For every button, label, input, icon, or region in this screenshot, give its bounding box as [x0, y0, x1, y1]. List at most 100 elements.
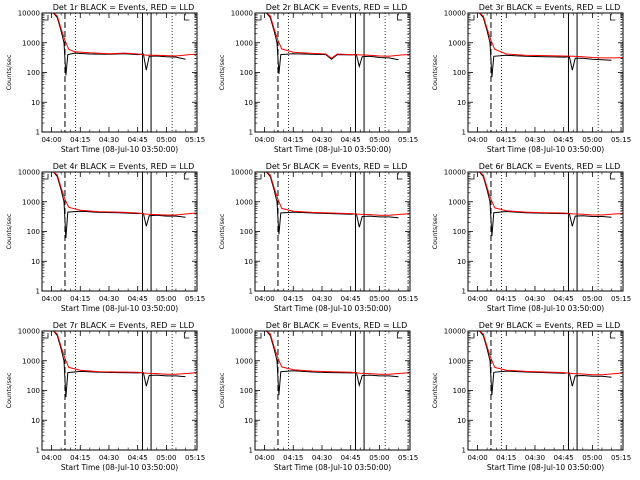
series-lld [42, 13, 197, 57]
y-tick-label: 1 [249, 129, 253, 137]
series-lld [255, 331, 410, 375]
panel-title: Det 9r BLACK = Events, RED = LLD [479, 321, 621, 330]
y-tick-label: 100 [453, 69, 466, 77]
y-axis-label: Counts/sec [431, 213, 439, 249]
y-tick-label: 1000 [235, 39, 253, 47]
series-lld [468, 331, 623, 376]
corner-marker [183, 173, 190, 180]
x-axis-label: Start Time (08-Jul-10 03:50:00) [274, 304, 391, 313]
x-tick-label: 05:15 [398, 454, 418, 462]
y-tick-label: 1 [462, 129, 466, 137]
series-lld [255, 13, 410, 59]
plot-area [468, 13, 623, 132]
x-tick-label: 05:00 [156, 295, 176, 303]
x-tick-label: 04:00 [467, 136, 487, 144]
x-axis-label: Start Time (08-Jul-10 03:50:00) [487, 304, 604, 313]
x-tick-label: 04:00 [41, 295, 61, 303]
panel-title: Det 5r BLACK = Events, RED = LLD [266, 162, 408, 171]
x-tick-label: 05:00 [156, 136, 176, 144]
plot-area [255, 13, 410, 132]
x-tick-label: 04:00 [254, 295, 274, 303]
y-axis-label: Counts/sec [5, 213, 13, 249]
y-axis-label: Counts/sec [431, 54, 439, 90]
x-tick-label: 04:45 [554, 295, 574, 303]
x-tick-label: 04:45 [128, 136, 148, 144]
panel-det-7r: Det 7r BLACK = Events, RED = LLD Counts/s… [5, 321, 205, 472]
corner-marker [396, 173, 403, 180]
series-events [468, 331, 612, 396]
y-tick-label: 1 [36, 129, 40, 137]
series-lld [468, 172, 623, 216]
x-tick-label: 04:45 [128, 454, 148, 462]
y-tick-label: 10 [31, 258, 40, 266]
y-tick-label: 10000 [231, 169, 253, 177]
x-tick-label: 05:00 [369, 295, 389, 303]
x-tick-label: 05:00 [582, 136, 602, 144]
y-tick-label: 1000 [448, 39, 466, 47]
y-tick-label: 1000 [22, 198, 40, 206]
x-tick-label: 04:30 [99, 295, 119, 303]
y-tick-label: 100 [453, 387, 466, 395]
y-axis-label: Counts/sec [218, 54, 226, 90]
y-axis-label: Counts/sec [218, 372, 226, 408]
panel-title: Det 2r BLACK = Events, RED = LLD [266, 3, 408, 12]
x-tick-label: 05:15 [185, 454, 205, 462]
y-tick-label: 100 [27, 387, 40, 395]
x-tick-label: 05:00 [582, 454, 602, 462]
x-tick-label: 05:00 [369, 454, 389, 462]
panel-title: Det 1r BLACK = Events, RED = LLD [53, 3, 195, 12]
x-tick-label: 04:15 [283, 136, 303, 144]
x-tick-label: 04:45 [341, 295, 361, 303]
y-tick-label: 10000 [18, 169, 40, 177]
panel-det-4r: Det 4r BLACK = Events, RED = LLD Counts/s… [5, 162, 205, 313]
series-events [255, 331, 399, 396]
corner-marker [396, 14, 403, 21]
x-tick-label: 05:15 [185, 295, 205, 303]
panel-det-2r: Det 2r BLACK = Events, RED = LLD Counts/s… [218, 3, 418, 154]
corner-marker [183, 332, 190, 339]
panel-det-9r: Det 9r BLACK = Events, RED = LLD Counts/s… [431, 321, 631, 472]
y-tick-label: 10 [457, 417, 466, 425]
y-tick-label: 10 [31, 99, 40, 107]
y-tick-label: 10000 [444, 169, 466, 177]
x-tick-label: 05:15 [398, 295, 418, 303]
plot-area [255, 172, 410, 291]
y-axis-label: Counts/sec [5, 54, 13, 90]
x-tick-label: 04:00 [467, 454, 487, 462]
x-tick-label: 04:45 [341, 454, 361, 462]
x-axis-label: Start Time (08-Jul-10 03:50:00) [274, 463, 391, 472]
plot-area [42, 172, 197, 291]
panel-title: Det 3r BLACK = Events, RED = LLD [479, 3, 621, 12]
plot-area [42, 13, 197, 132]
series-lld [42, 331, 197, 375]
y-tick-label: 1 [462, 447, 466, 455]
x-tick-label: 04:30 [99, 136, 119, 144]
x-tick-label: 04:15 [496, 295, 516, 303]
x-tick-label: 05:15 [611, 454, 631, 462]
corner-marker [609, 332, 616, 339]
x-axis-label: Start Time (08-Jul-10 03:50:00) [487, 145, 604, 154]
series-lld [42, 172, 197, 216]
x-tick-label: 04:00 [467, 295, 487, 303]
x-tick-label: 04:30 [99, 454, 119, 462]
y-tick-label: 100 [240, 228, 253, 236]
x-tick-label: 05:00 [369, 136, 389, 144]
y-axis-label: Counts/sec [431, 372, 439, 408]
y-tick-label: 1 [249, 447, 253, 455]
y-tick-label: 10 [457, 258, 466, 266]
panel-title: Det 4r BLACK = Events, RED = LLD [53, 162, 195, 171]
x-tick-label: 04:30 [525, 295, 545, 303]
panel-title: Det 7r BLACK = Events, RED = LLD [53, 321, 195, 330]
y-tick-label: 1000 [448, 198, 466, 206]
corner-marker [609, 173, 616, 180]
y-tick-label: 10000 [231, 10, 253, 18]
y-tick-label: 1 [36, 288, 40, 296]
corner-marker [469, 174, 475, 180]
x-tick-label: 04:30 [525, 136, 545, 144]
x-tick-label: 04:15 [283, 454, 303, 462]
y-tick-label: 100 [27, 228, 40, 236]
x-tick-label: 04:00 [254, 136, 274, 144]
x-tick-label: 04:00 [41, 454, 61, 462]
series-events [42, 172, 186, 239]
